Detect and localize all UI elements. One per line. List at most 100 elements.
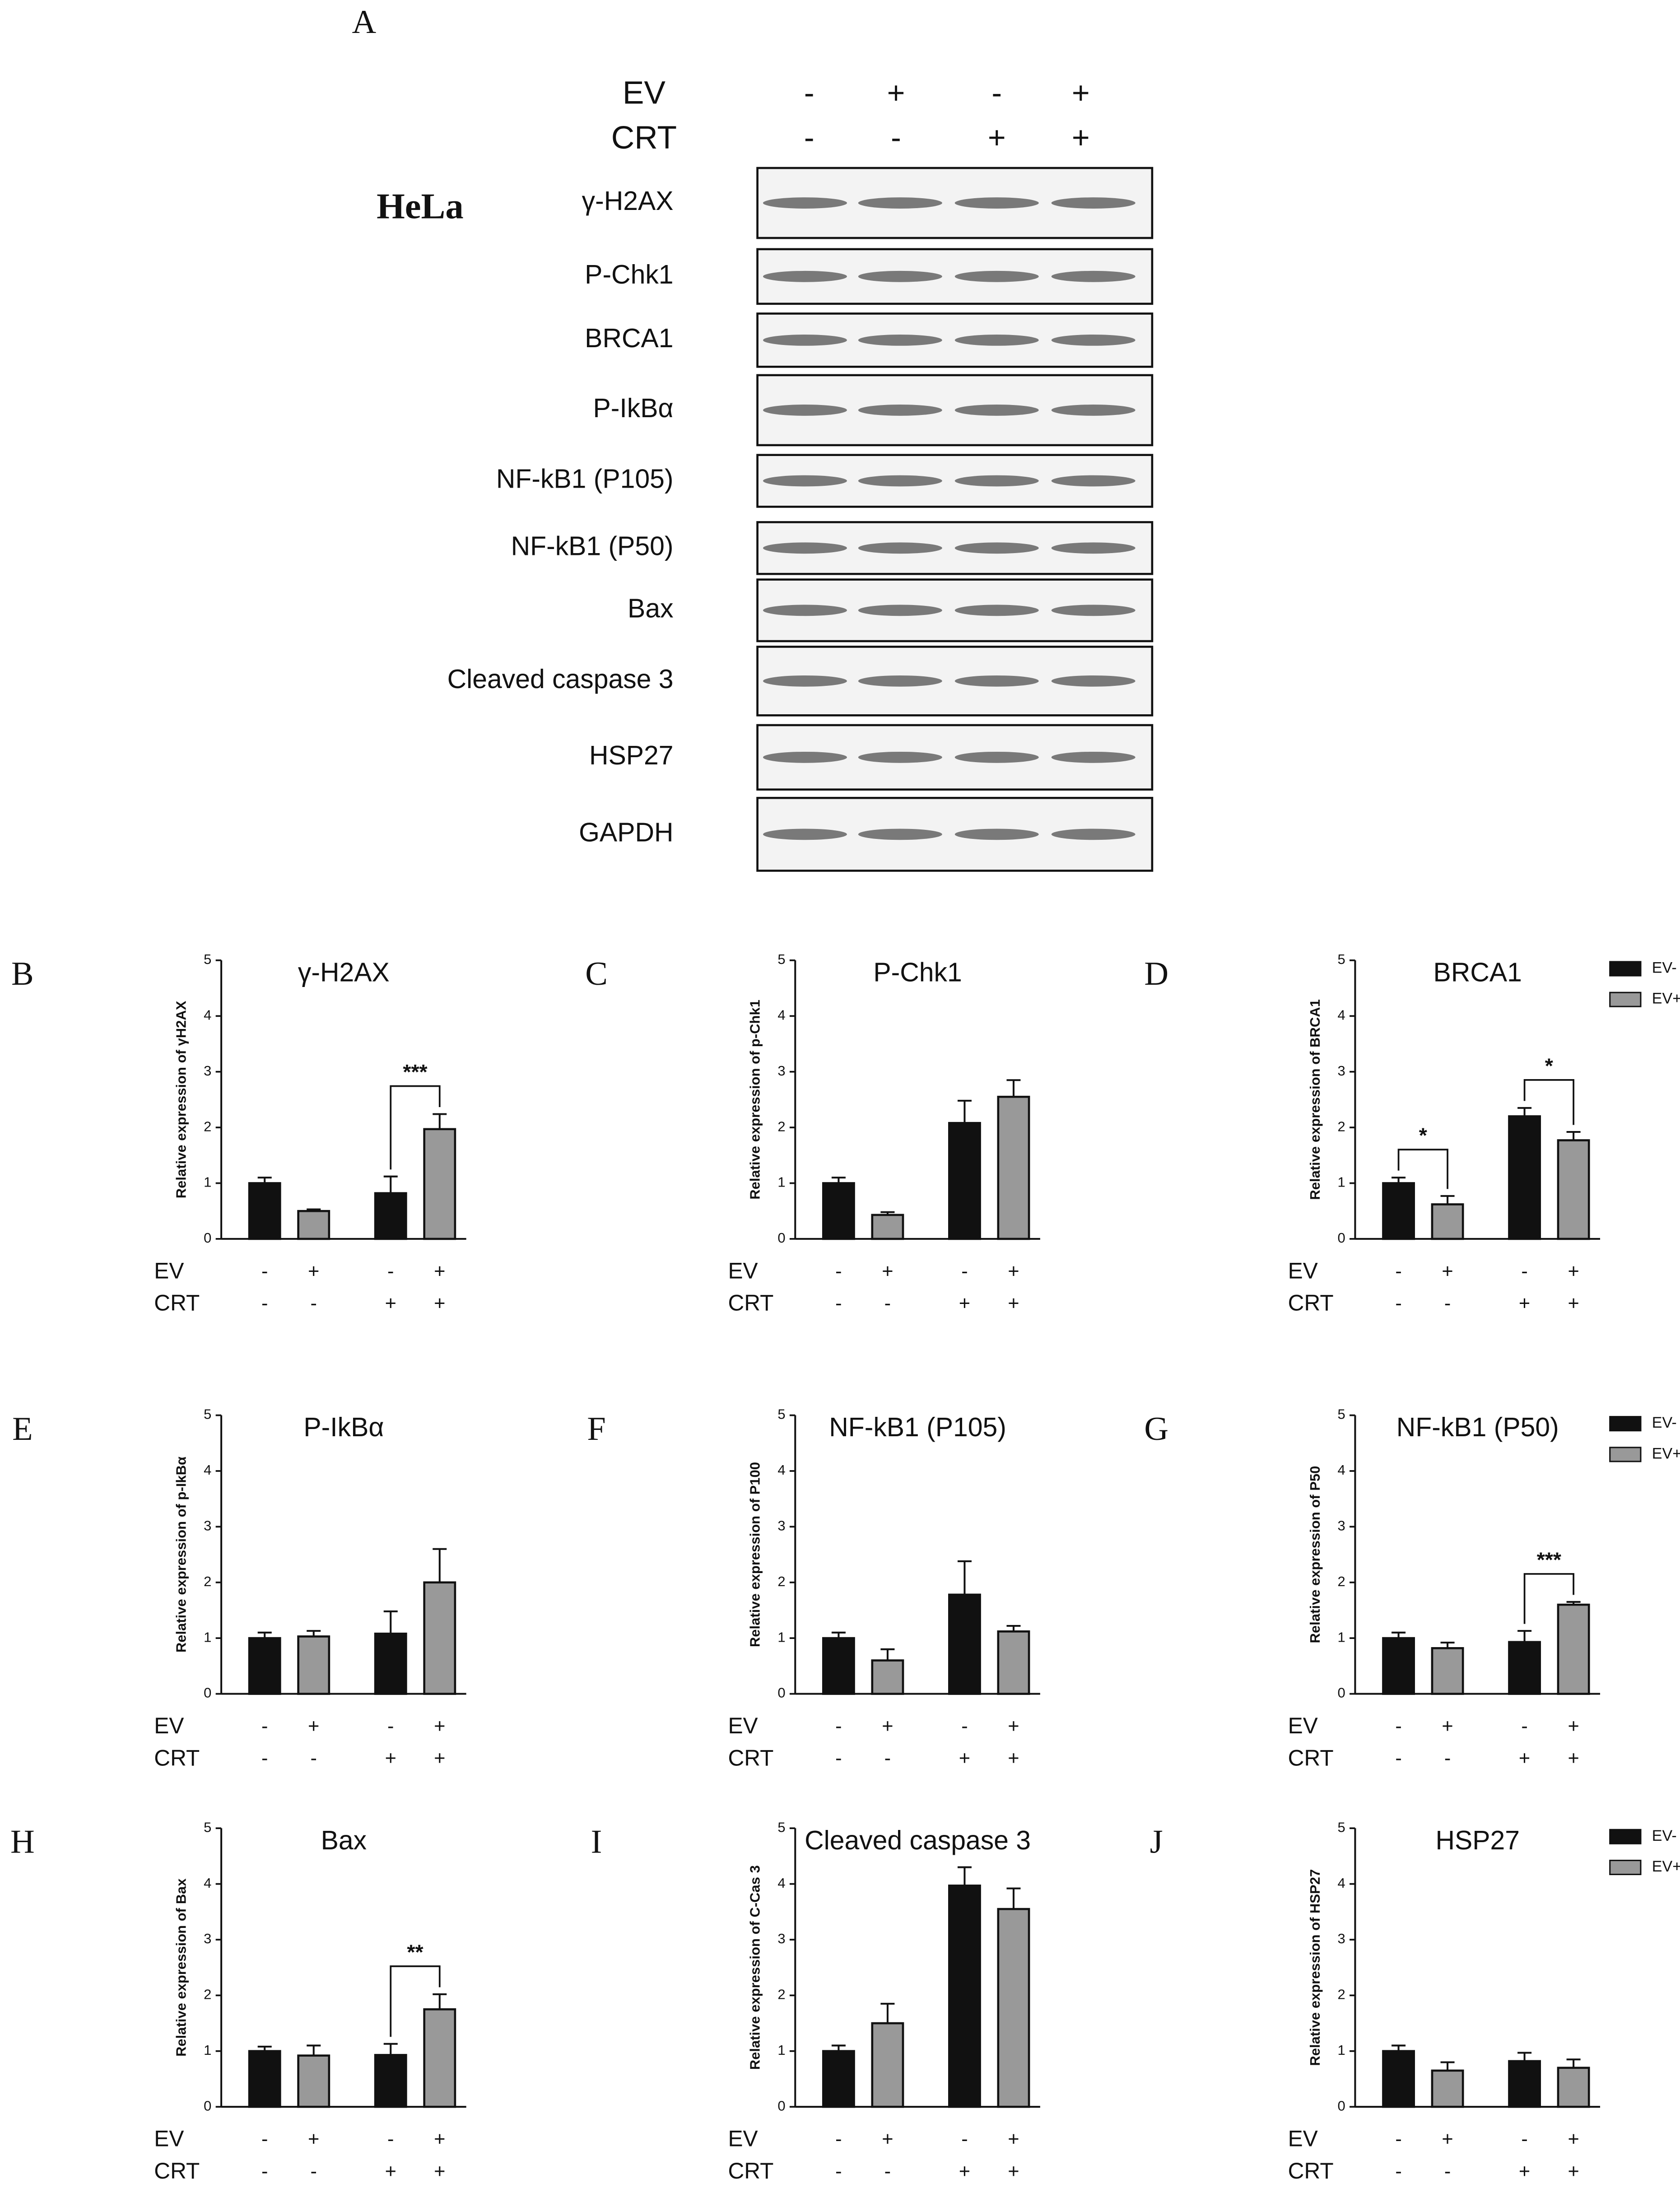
error-bar — [383, 2043, 398, 2055]
y-tick-label: 5 — [204, 1819, 211, 1835]
y-tick-label: 1 — [777, 2042, 785, 2058]
error-bar — [1566, 2058, 1581, 2068]
blot-label: BRCA1 — [585, 324, 673, 353]
condition-label: EV — [623, 75, 666, 111]
y-axis-label: Relative expression of P50 — [1307, 1466, 1323, 1643]
blot-band — [858, 335, 942, 346]
condition-sign: + — [1072, 76, 1090, 110]
error-bar — [383, 1610, 398, 1634]
y-tick-label: 2 — [777, 1987, 785, 2002]
condition-sign: - — [835, 2128, 842, 2150]
y-tick-label: 2 — [1338, 1987, 1345, 2002]
y-tick-label: 2 — [204, 1987, 211, 2002]
y-tick-label: 1 — [204, 1629, 211, 1645]
y-tick-label: 0 — [777, 2098, 785, 2114]
condition-sign: + — [308, 1261, 319, 1282]
condition-sign: - — [311, 1748, 317, 1769]
blot-band — [858, 675, 942, 687]
significance-label: * — [1419, 1124, 1428, 1147]
bar — [1557, 1603, 1590, 1695]
blot-band — [1051, 675, 1136, 687]
significance-bracket — [1523, 1079, 1574, 1125]
chart-title: NF-kB1 (P50) — [1396, 1413, 1559, 1442]
chart-title: NF-kB1 (P105) — [829, 1413, 1006, 1442]
error-bar — [831, 2044, 846, 2051]
condition-sign: - — [311, 1293, 317, 1314]
condition-sign: + — [1442, 1261, 1453, 1282]
condition-sign: + — [308, 1715, 319, 1737]
y-tick-label: 0 — [777, 1230, 785, 1246]
y-tick-label: 5 — [777, 1406, 785, 1422]
y-tick-label: 4 — [777, 1007, 785, 1023]
bar — [871, 1659, 904, 1695]
condition-sign: - — [804, 121, 814, 155]
condition-sign: - — [835, 2160, 842, 2182]
legend-swatch — [1609, 1829, 1642, 1844]
significance-label: *** — [403, 1060, 428, 1084]
error-bar — [1566, 1131, 1581, 1141]
condition-sign: + — [882, 2128, 893, 2150]
y-tick-label: 0 — [1338, 1230, 1345, 1246]
y-tick-label: 3 — [777, 1063, 785, 1079]
legend-swatch — [1609, 961, 1642, 977]
significance-bracket — [390, 1965, 441, 2037]
condition-sign: - — [261, 1715, 268, 1737]
blot-label: NF-kB1 (P105) — [496, 465, 674, 494]
y-tick-label: 5 — [1338, 1819, 1345, 1835]
y-axis-label: Relative expression of BRCA1 — [1307, 999, 1323, 1200]
bar — [248, 1182, 281, 1240]
condition-sign: + — [1568, 2128, 1579, 2150]
panel-letter: F — [587, 1411, 605, 1448]
error-bar — [880, 1648, 895, 1661]
legend-label: EV+ — [1652, 990, 1680, 1007]
condition-sign: - — [835, 1715, 842, 1737]
condition-sign: + — [434, 1293, 445, 1314]
bar — [1382, 1637, 1415, 1695]
bar — [1382, 2050, 1415, 2108]
bar — [248, 2050, 281, 2108]
blot-band — [954, 405, 1039, 416]
y-tick-label: 3 — [1338, 1063, 1345, 1079]
condition-sign: - — [261, 1293, 268, 1314]
condition-sign: - — [261, 1261, 268, 1282]
y-tick-label: 3 — [204, 1063, 211, 1079]
bar — [297, 1635, 330, 1695]
significance-label: *** — [1537, 1548, 1562, 1571]
error-bar — [1391, 1177, 1406, 1183]
condition-sign: - — [1521, 2128, 1527, 2150]
condition-sign: + — [882, 1261, 893, 1282]
condition-sign: - — [311, 2160, 317, 2182]
condition-sign: + — [1568, 1261, 1579, 1282]
condition-sign: + — [308, 2128, 319, 2150]
bar — [1382, 1182, 1415, 1240]
y-axis-label: Relative expression of p-Chk1 — [747, 1000, 763, 1200]
blot-band — [954, 605, 1039, 616]
bar — [1557, 1139, 1590, 1240]
y-tick-label: 0 — [1338, 1685, 1345, 1701]
y-tick-label: 0 — [204, 1230, 211, 1246]
condition-label: CRT — [1288, 1745, 1334, 1770]
condition-sign: - — [1444, 2160, 1451, 2182]
condition-sign: + — [385, 1748, 396, 1769]
blot-band — [763, 405, 847, 416]
y-tick-label: 3 — [777, 1518, 785, 1534]
bar — [248, 1637, 281, 1695]
blot-band — [763, 542, 847, 554]
blot-label: HSP27 — [589, 741, 674, 770]
blot-band — [763, 335, 847, 346]
error-bar — [1006, 1079, 1021, 1097]
y-tick-label: 3 — [777, 1931, 785, 1946]
condition-sign: + — [1568, 1293, 1579, 1314]
y-tick-label: 2 — [204, 1118, 211, 1134]
y-tick-label: 3 — [204, 1518, 211, 1534]
y-tick-label: 4 — [204, 1007, 211, 1023]
blot-band — [858, 197, 942, 209]
error-bar — [1440, 1195, 1455, 1205]
blot-band — [1051, 197, 1136, 209]
bar — [1557, 2067, 1590, 2108]
y-axis-label: Relative expression of p-IkBα — [173, 1457, 189, 1653]
condition-sign: - — [1395, 1293, 1401, 1314]
condition-label: CRT — [1288, 1290, 1334, 1316]
error-bar — [1440, 1641, 1455, 1648]
y-tick-label: 4 — [777, 1462, 785, 1478]
